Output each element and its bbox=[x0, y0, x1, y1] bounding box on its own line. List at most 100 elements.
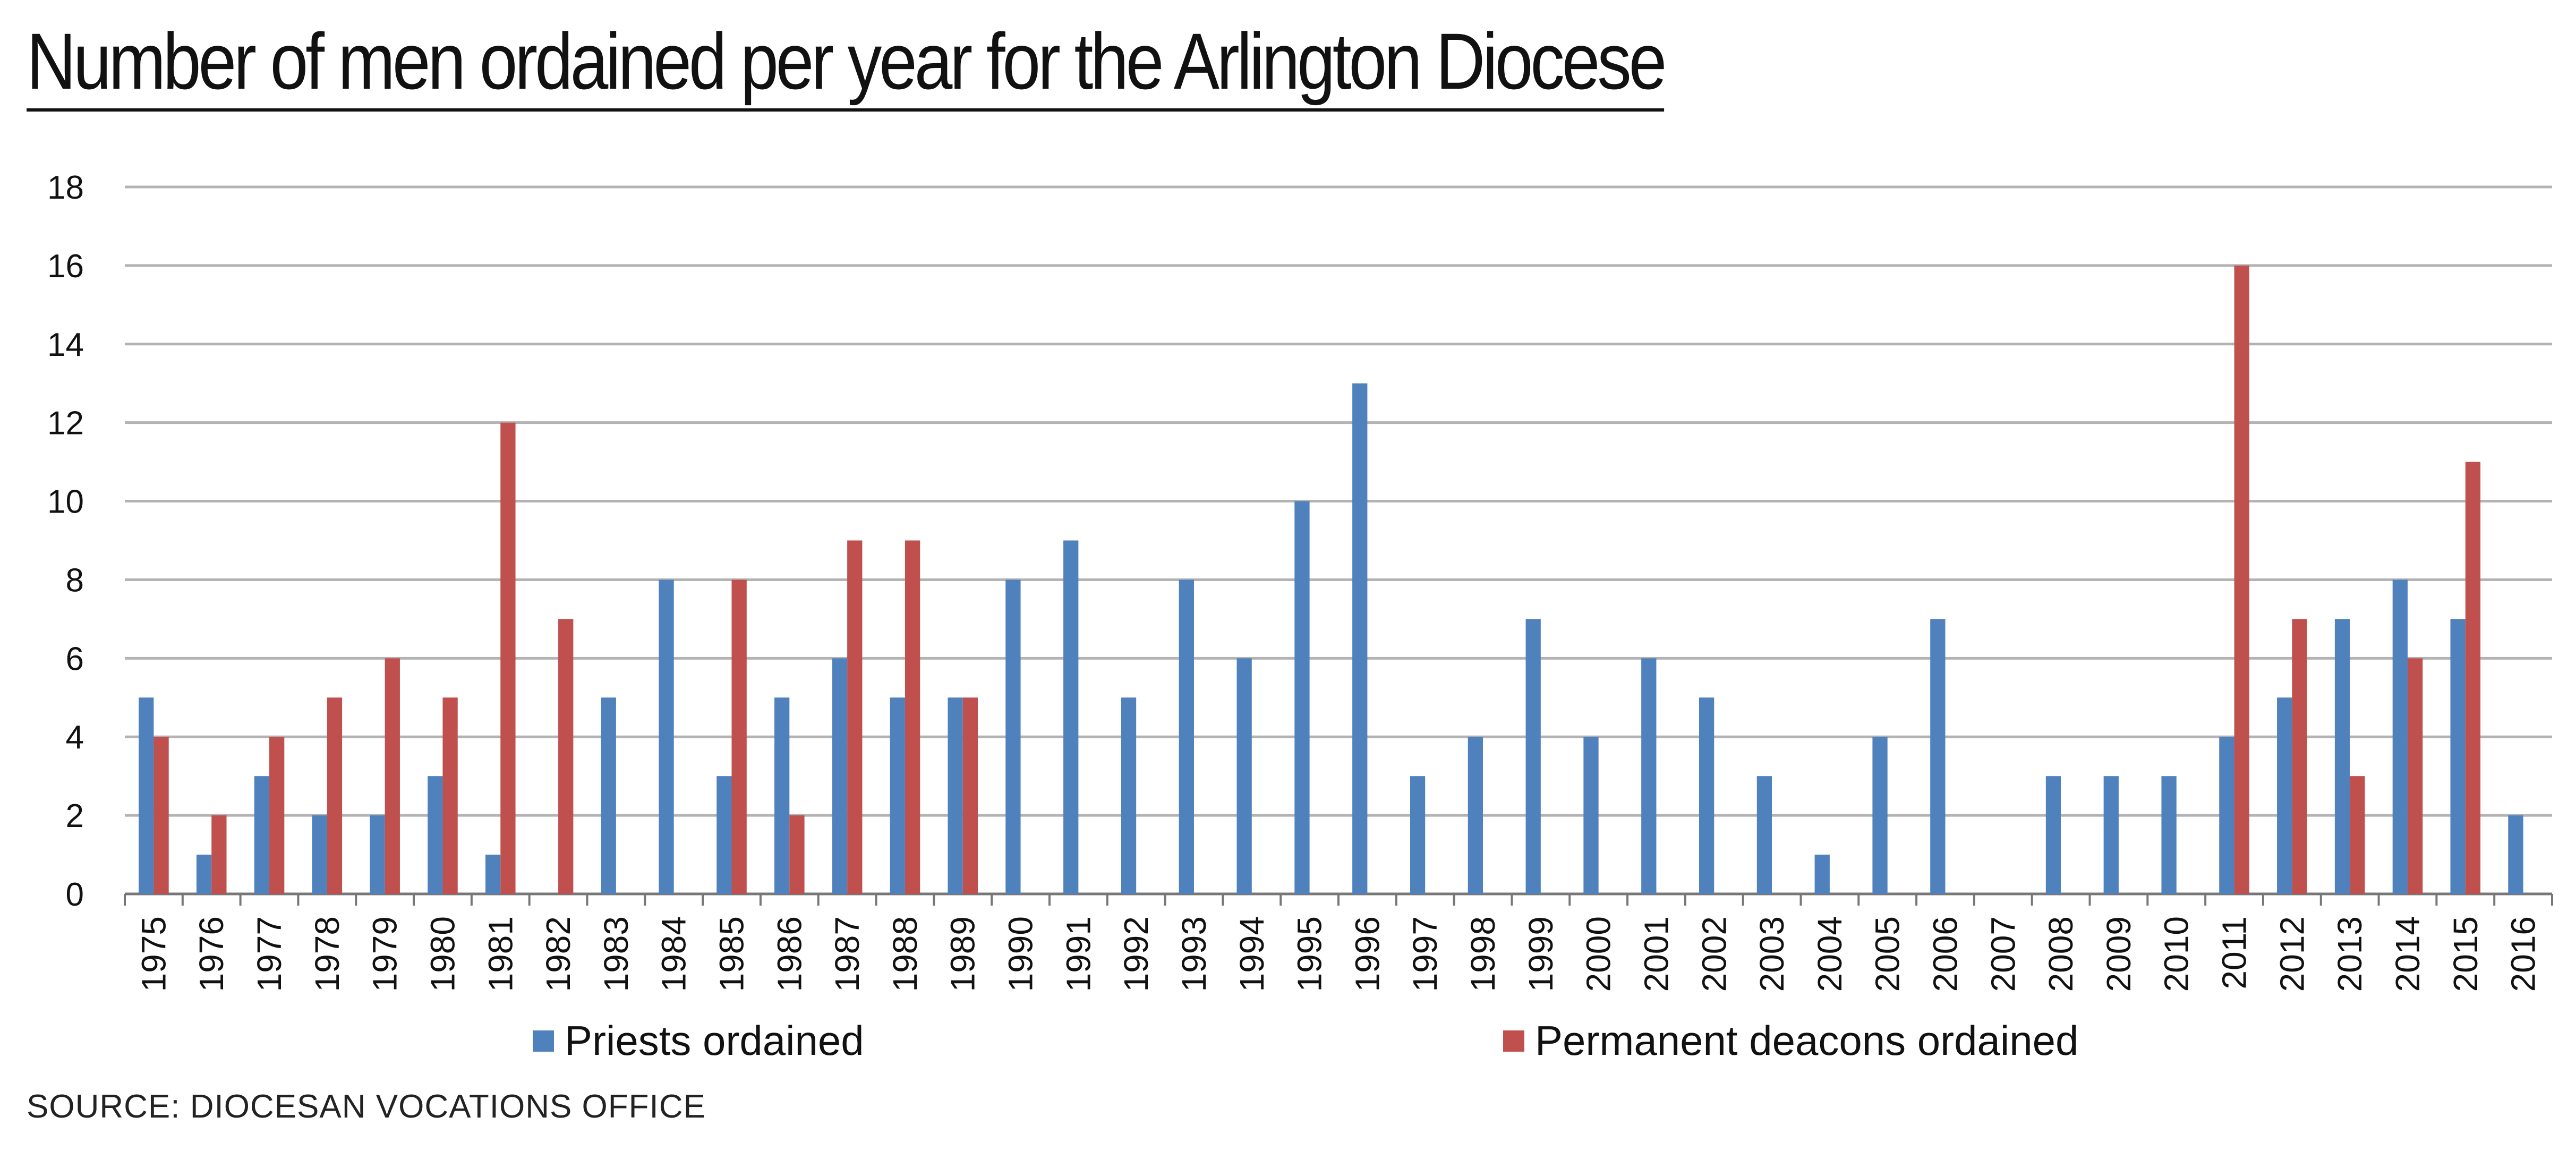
bar-deacons-1980 bbox=[442, 697, 458, 894]
y-tick-label: 14 bbox=[47, 327, 84, 363]
x-tick-label: 2003 bbox=[1753, 916, 1791, 992]
bar-priests-2002 bbox=[1699, 697, 1715, 894]
x-tick-label: 2013 bbox=[2331, 916, 2369, 992]
x-tick-label: 1987 bbox=[828, 916, 866, 992]
y-tick-label: 10 bbox=[47, 484, 84, 521]
bar-deacons-1976 bbox=[211, 815, 227, 894]
x-tick-label: 1986 bbox=[770, 916, 808, 992]
x-tick-label: 2009 bbox=[2100, 916, 2138, 992]
bar-priests-1999 bbox=[1525, 619, 1541, 894]
y-tick-label: 12 bbox=[47, 405, 84, 442]
bar-priests-1990 bbox=[1005, 579, 1021, 894]
bar-priests-1987 bbox=[832, 658, 848, 894]
bar-deacons-2015 bbox=[2465, 462, 2481, 894]
bar-priests-1998 bbox=[1468, 737, 1483, 894]
bar-deacons-1985 bbox=[731, 579, 747, 894]
x-tick-label: 1989 bbox=[944, 916, 982, 992]
x-tick-label: 2002 bbox=[1695, 916, 1733, 992]
bar-priests-2001 bbox=[1641, 658, 1657, 894]
x-tick-label: 1996 bbox=[1348, 916, 1386, 992]
bar-priests-2008 bbox=[2045, 776, 2061, 894]
x-tick-label: 2004 bbox=[1811, 916, 1849, 992]
bar-priests-1981 bbox=[485, 855, 501, 894]
bar-deacons-2014 bbox=[2407, 658, 2423, 894]
bar-priests-1986 bbox=[774, 697, 790, 894]
chart-title-wrap: Number of men ordained per year for the … bbox=[27, 21, 1931, 112]
bar-deacons-1978 bbox=[327, 697, 343, 894]
legend-label-priests: Priests ordained bbox=[565, 1017, 864, 1064]
bar-deacons-1977 bbox=[269, 737, 285, 894]
x-tick-label: 1999 bbox=[1522, 916, 1560, 992]
x-tick-label: 2005 bbox=[1869, 916, 1907, 992]
bar-priests-1993 bbox=[1179, 579, 1194, 894]
bar-deacons-1975 bbox=[153, 737, 169, 894]
bar-priests-1997 bbox=[1410, 776, 1426, 894]
x-tick-label: 1994 bbox=[1233, 916, 1271, 992]
x-tick-label: 1993 bbox=[1175, 916, 1213, 992]
bar-priests-1995 bbox=[1294, 501, 1310, 894]
y-tick-label: 6 bbox=[66, 641, 84, 677]
x-tick-label: 1990 bbox=[1002, 916, 1040, 992]
bar-priests-1980 bbox=[428, 776, 443, 894]
x-tick-label: 2014 bbox=[2389, 916, 2427, 992]
x-tick-label: 2011 bbox=[2215, 916, 2254, 990]
x-tick-label: 2010 bbox=[2157, 916, 2196, 992]
bar-deacons-2012 bbox=[2292, 619, 2307, 894]
y-tick-label: 2 bbox=[66, 798, 84, 834]
x-tick-label: 1988 bbox=[886, 916, 924, 992]
x-tick-label: 1984 bbox=[655, 916, 693, 992]
bar-deacons-2011 bbox=[2234, 265, 2249, 894]
bar-priests-1989 bbox=[948, 697, 963, 894]
bar-priests-1996 bbox=[1352, 383, 1368, 894]
x-tick-label: 2000 bbox=[1580, 916, 1618, 992]
bar-priests-1994 bbox=[1236, 658, 1252, 894]
x-tick-label: 1982 bbox=[539, 916, 577, 992]
bar-deacons-1982 bbox=[558, 619, 574, 894]
bar-priests-1985 bbox=[716, 776, 732, 894]
x-tick-label: 1991 bbox=[1059, 916, 1097, 992]
x-tick-label: 2008 bbox=[2042, 916, 2080, 992]
x-tick-label: 2012 bbox=[2273, 916, 2311, 992]
chart-title: Number of men ordained per year for the … bbox=[27, 21, 1667, 112]
bar-priests-1991 bbox=[1063, 540, 1079, 894]
bar-priests-2011 bbox=[2219, 737, 2234, 894]
y-tick-label: 0 bbox=[66, 876, 84, 913]
bar-priests-2015 bbox=[2450, 619, 2466, 894]
x-tick-label: 1997 bbox=[1406, 916, 1444, 992]
bar-deacons-2013 bbox=[2350, 776, 2365, 894]
bar-priests-1984 bbox=[659, 579, 674, 894]
bar-priests-2010 bbox=[2161, 776, 2177, 894]
x-tick-label: 1985 bbox=[713, 916, 751, 992]
x-tick-label: 1979 bbox=[366, 916, 404, 992]
bar-priests-2006 bbox=[1930, 619, 1946, 894]
bar-priests-2013 bbox=[2334, 619, 2350, 894]
bar-priests-1988 bbox=[890, 697, 905, 894]
x-tick-label: 2015 bbox=[2446, 916, 2485, 992]
x-tick-label: 1983 bbox=[597, 916, 635, 992]
bar-priests-1979 bbox=[370, 815, 385, 894]
x-tick-label: 1975 bbox=[134, 916, 173, 992]
y-tick-label: 4 bbox=[66, 719, 84, 756]
source-note: SOURCE: DIOCESAN VOCATIONS OFFICE bbox=[27, 1088, 706, 1125]
legend-label-deacons: Permanent deacons ordained bbox=[1535, 1017, 2078, 1064]
bar-priests-1975 bbox=[139, 697, 154, 894]
bar-deacons-1981 bbox=[500, 422, 516, 894]
bar-priests-2003 bbox=[1756, 776, 1772, 894]
y-tick-label: 18 bbox=[47, 169, 84, 206]
bar-priests-1978 bbox=[312, 815, 327, 894]
x-tick-label: 2007 bbox=[1984, 916, 2022, 992]
bar-deacons-1987 bbox=[847, 540, 863, 894]
bar-deacons-1988 bbox=[905, 540, 920, 894]
x-tick-label: 1992 bbox=[1117, 916, 1155, 992]
y-tick-label: 16 bbox=[47, 248, 84, 285]
x-tick-label: 1980 bbox=[423, 916, 462, 992]
bar-priests-2012 bbox=[2277, 697, 2292, 894]
x-tick-label: 1978 bbox=[308, 916, 346, 992]
legend-swatch-priests bbox=[533, 1030, 554, 1052]
bar-priests-2016 bbox=[2508, 815, 2523, 894]
x-tick-label: 2001 bbox=[1637, 916, 1675, 992]
x-tick-label: 2006 bbox=[1926, 916, 1965, 992]
x-tick-label: 1976 bbox=[192, 916, 231, 992]
bar-deacons-1979 bbox=[385, 658, 400, 894]
